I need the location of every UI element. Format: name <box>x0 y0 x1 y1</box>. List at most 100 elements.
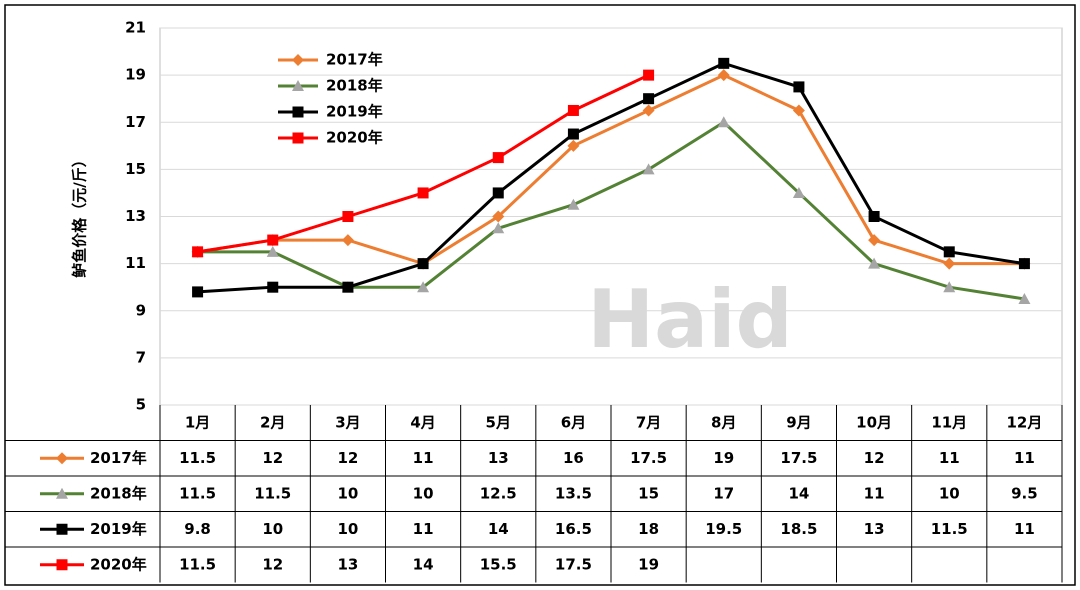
table-value: 12.5 <box>480 484 517 502</box>
y-tick-label: 5 <box>136 396 146 414</box>
data-point <box>792 186 805 198</box>
table-value: 10 <box>939 484 960 502</box>
table-value: 15.5 <box>480 555 517 573</box>
x-tick-label: 10月 <box>856 413 892 431</box>
legend-label: 2020年 <box>326 129 383 147</box>
table-value: 11.5 <box>254 484 291 502</box>
table-value: 11 <box>1014 449 1035 467</box>
series-line <box>197 61 1025 294</box>
data-point <box>718 57 730 69</box>
table-value: 11 <box>1014 520 1035 538</box>
data-point <box>943 257 956 270</box>
data-point <box>943 281 956 293</box>
series-line <box>197 73 1025 266</box>
data-point <box>792 104 805 117</box>
table-value: 10 <box>413 484 434 502</box>
y-axis-label: 鲈鱼价格（元/斤） <box>71 152 89 278</box>
table-series-label: 2019年 <box>90 520 147 538</box>
table-series-label: 2018年 <box>90 484 147 502</box>
table-legend-marker <box>56 487 68 499</box>
table-value: 19 <box>713 449 734 467</box>
table-value: 13.5 <box>555 484 592 502</box>
data-point <box>417 258 429 270</box>
table-value: 11.5 <box>179 555 216 573</box>
data-point <box>267 281 279 293</box>
table-value: 12 <box>262 449 283 467</box>
table-value: 11.5 <box>179 484 216 502</box>
data-point <box>492 152 504 164</box>
watermark: Haid <box>587 273 793 366</box>
table-value: 11 <box>413 449 434 467</box>
table-value: 17.5 <box>555 555 592 573</box>
table-value: 17.5 <box>630 449 667 467</box>
data-point <box>868 257 881 269</box>
x-tick-label: 6月 <box>561 413 586 431</box>
data-point <box>417 187 429 199</box>
table-value: 11 <box>413 520 434 538</box>
x-tick-label: 3月 <box>335 413 360 431</box>
data-point <box>1018 292 1031 304</box>
x-tick-label: 1月 <box>185 413 210 431</box>
y-tick-label: 17 <box>125 113 146 131</box>
y-tick-label: 15 <box>125 160 146 178</box>
data-point <box>417 281 430 293</box>
data-point <box>492 222 505 234</box>
legend-marker <box>292 54 304 66</box>
table-series-label: 2017年 <box>90 449 147 467</box>
table-value: 13 <box>488 449 509 467</box>
legend-label: 2019年 <box>326 103 383 121</box>
data-point <box>943 246 955 258</box>
data-point <box>793 81 805 93</box>
table-value: 16 <box>563 449 584 467</box>
data-point <box>642 163 655 175</box>
legend-marker <box>292 132 304 144</box>
x-tick-label: 5月 <box>486 413 511 431</box>
table-value: 12 <box>262 555 283 573</box>
data-point <box>1018 258 1030 270</box>
x-tick-label: 4月 <box>410 413 435 431</box>
table-legend-marker <box>56 452 68 465</box>
data-point <box>266 245 279 257</box>
y-tick-label: 9 <box>136 301 146 319</box>
table-legend-marker <box>56 523 68 535</box>
x-tick-label: 9月 <box>786 413 811 431</box>
y-tick-label: 11 <box>125 254 146 272</box>
table-value: 16.5 <box>555 520 592 538</box>
data-point <box>342 211 354 222</box>
table-value: 10 <box>262 520 283 538</box>
data-point <box>868 211 880 222</box>
table-value: 12 <box>864 449 885 467</box>
frame <box>4 4 1076 586</box>
data-point <box>642 104 655 117</box>
table-value: 12 <box>337 449 358 467</box>
table-value: 19 <box>638 555 659 573</box>
table-value: 17 <box>713 484 734 502</box>
table-value: 17.5 <box>780 449 817 467</box>
table-legend-marker <box>56 559 68 571</box>
x-tick-label: 8月 <box>711 413 736 431</box>
table-value: 14 <box>413 555 434 573</box>
table-value: 13 <box>337 555 358 573</box>
x-tick-label: 7月 <box>636 413 661 431</box>
data-point <box>717 69 730 82</box>
data-point <box>492 210 505 223</box>
data-point <box>342 281 354 293</box>
y-tick-label: 19 <box>125 66 146 84</box>
legend-marker <box>292 106 304 118</box>
legend-marker <box>292 80 304 91</box>
table-value: 11 <box>939 449 960 467</box>
y-tick-label: 13 <box>125 207 146 225</box>
table-value: 9.8 <box>184 520 211 538</box>
data-point <box>868 234 881 247</box>
x-tick-label: 12月 <box>1006 413 1042 431</box>
table-value: 9.5 <box>1011 484 1038 502</box>
table-value: 13 <box>864 520 885 538</box>
table-value: 10 <box>337 484 358 502</box>
x-tick-label: 11月 <box>931 413 967 431</box>
table-value: 18 <box>638 520 659 538</box>
data-point <box>643 93 655 105</box>
data-point <box>643 69 655 81</box>
table-value: 14 <box>788 484 809 502</box>
data-point <box>567 128 579 140</box>
